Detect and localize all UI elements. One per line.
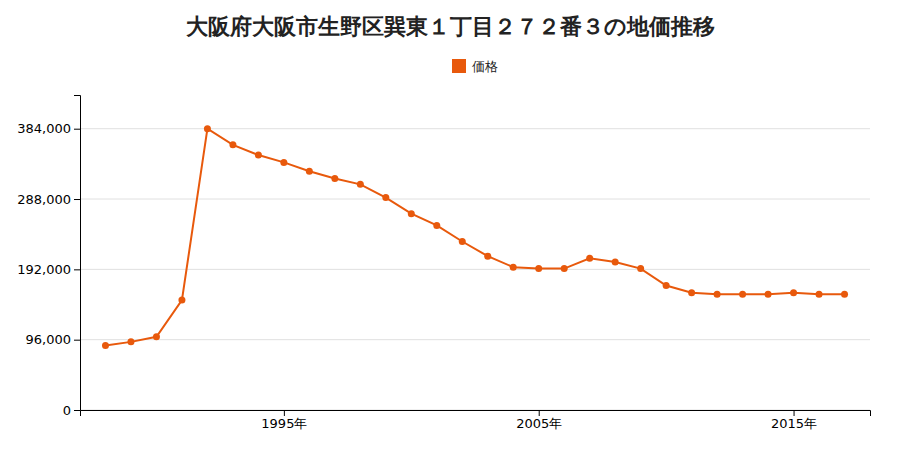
point	[306, 168, 313, 175]
x-tick: 2005年	[516, 410, 562, 431]
title: 大阪府大阪市生野区巽東１丁目２７２番３の地価推移	[186, 14, 715, 39]
y-tick-label: 384,000	[17, 121, 71, 136]
x-tick-mark	[284, 410, 285, 416]
line	[105, 129, 844, 346]
marks	[102, 125, 848, 349]
point	[255, 152, 262, 159]
point	[280, 159, 287, 166]
x-tick: 1995年	[261, 410, 307, 431]
point	[790, 289, 797, 296]
point	[765, 291, 772, 298]
point	[510, 264, 517, 271]
point	[331, 175, 338, 182]
y-tick-label: 288,000	[17, 192, 71, 207]
point	[459, 238, 466, 245]
x-tick-label: 2005年	[516, 416, 562, 431]
y-tick-mark	[74, 340, 80, 341]
point	[663, 282, 670, 289]
y-tick-mark	[74, 199, 80, 200]
legend: 価格	[452, 59, 498, 74]
y-tick-label: 0	[63, 403, 71, 418]
y-tick: 384,000	[17, 121, 80, 136]
point	[561, 265, 568, 272]
x-axis-line	[81, 411, 871, 417]
point	[816, 291, 823, 298]
point	[178, 297, 185, 304]
point	[535, 265, 542, 272]
y-tick: 96,000	[26, 332, 81, 347]
grid-line	[80, 269, 870, 270]
grid-line	[80, 199, 870, 200]
point	[714, 291, 721, 298]
x-tick-label: 1995年	[261, 416, 307, 431]
point	[153, 333, 160, 340]
x-tick-mark	[794, 410, 795, 416]
point	[637, 265, 644, 272]
plot-area: 1995年 2005年 2015年 0 96,000 192,000 288,000 384,…	[17, 96, 870, 432]
legend-label: 価格	[472, 59, 498, 74]
point	[688, 289, 695, 296]
point	[357, 181, 364, 188]
point	[433, 222, 440, 229]
point	[127, 338, 134, 345]
x-tick-mark	[539, 410, 540, 416]
y-tick-mark	[74, 269, 80, 270]
chart: 大阪府大阪市生野区巽東１丁目２７２番３の地価推移 1995年 2005年 2015年 0…	[0, 0, 900, 450]
y-axis: 0 96,000 192,000 288,000 384,000	[17, 96, 80, 418]
y-axis-line	[74, 96, 81, 411]
y-tick-mark	[74, 129, 80, 130]
point	[739, 291, 746, 298]
point	[612, 259, 619, 266]
point	[408, 210, 415, 217]
point	[229, 141, 236, 148]
y-tick-mark	[74, 410, 80, 411]
y-tick-label: 96,000	[26, 332, 72, 347]
legend-item: 価格	[452, 59, 498, 74]
point	[841, 291, 848, 298]
x-tick-label: 2015年	[771, 416, 817, 431]
point	[102, 342, 109, 349]
y-tick: 0	[63, 403, 80, 418]
grid	[80, 129, 870, 410]
point	[204, 125, 211, 132]
grid-line	[80, 128, 870, 129]
x-axis: 1995年 2005年 2015年	[81, 410, 871, 431]
y-tick: 192,000	[17, 262, 80, 277]
y-tick: 288,000	[17, 192, 80, 207]
point	[586, 255, 593, 262]
point	[382, 194, 389, 201]
grid-line	[80, 339, 870, 340]
y-tick-label: 192,000	[17, 262, 71, 277]
point	[484, 253, 491, 260]
legend-swatch	[452, 59, 466, 73]
x-tick: 2015年	[771, 410, 817, 431]
